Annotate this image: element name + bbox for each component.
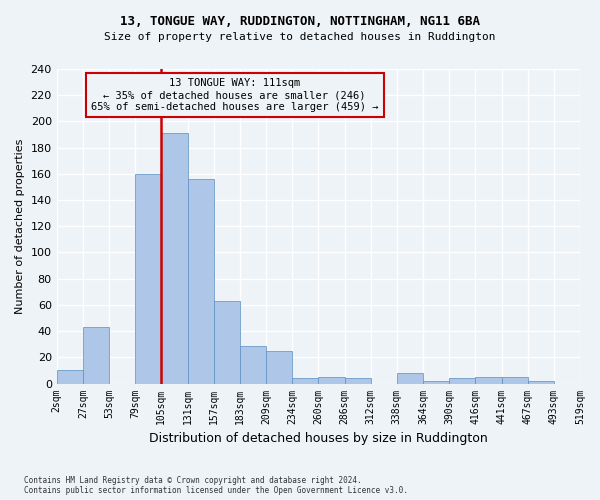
Bar <box>344 378 371 384</box>
Text: Size of property relative to detached houses in Ruddington: Size of property relative to detached ho… <box>104 32 496 42</box>
Text: 13 TONGUE WAY: 111sqm
← 35% of detached houses are smaller (246)
65% of semi-det: 13 TONGUE WAY: 111sqm ← 35% of detached … <box>91 78 379 112</box>
Text: Contains HM Land Registry data © Crown copyright and database right 2024.
Contai: Contains HM Land Registry data © Crown c… <box>24 476 408 495</box>
Y-axis label: Number of detached properties: Number of detached properties <box>15 138 25 314</box>
Bar <box>83 327 109 384</box>
Bar <box>397 373 423 384</box>
Bar <box>449 378 475 384</box>
Bar <box>187 179 214 384</box>
Bar <box>527 381 554 384</box>
Bar <box>266 351 292 384</box>
Bar <box>423 381 449 384</box>
Text: 13, TONGUE WAY, RUDDINGTON, NOTTINGHAM, NG11 6BA: 13, TONGUE WAY, RUDDINGTON, NOTTINGHAM, … <box>120 15 480 28</box>
Bar <box>292 378 319 384</box>
Bar <box>161 133 187 384</box>
Bar <box>502 377 527 384</box>
Bar <box>475 377 502 384</box>
Bar <box>240 346 266 384</box>
Bar <box>214 301 240 384</box>
X-axis label: Distribution of detached houses by size in Ruddington: Distribution of detached houses by size … <box>149 432 488 445</box>
Bar <box>135 174 161 384</box>
Bar <box>56 370 83 384</box>
Bar <box>319 377 344 384</box>
